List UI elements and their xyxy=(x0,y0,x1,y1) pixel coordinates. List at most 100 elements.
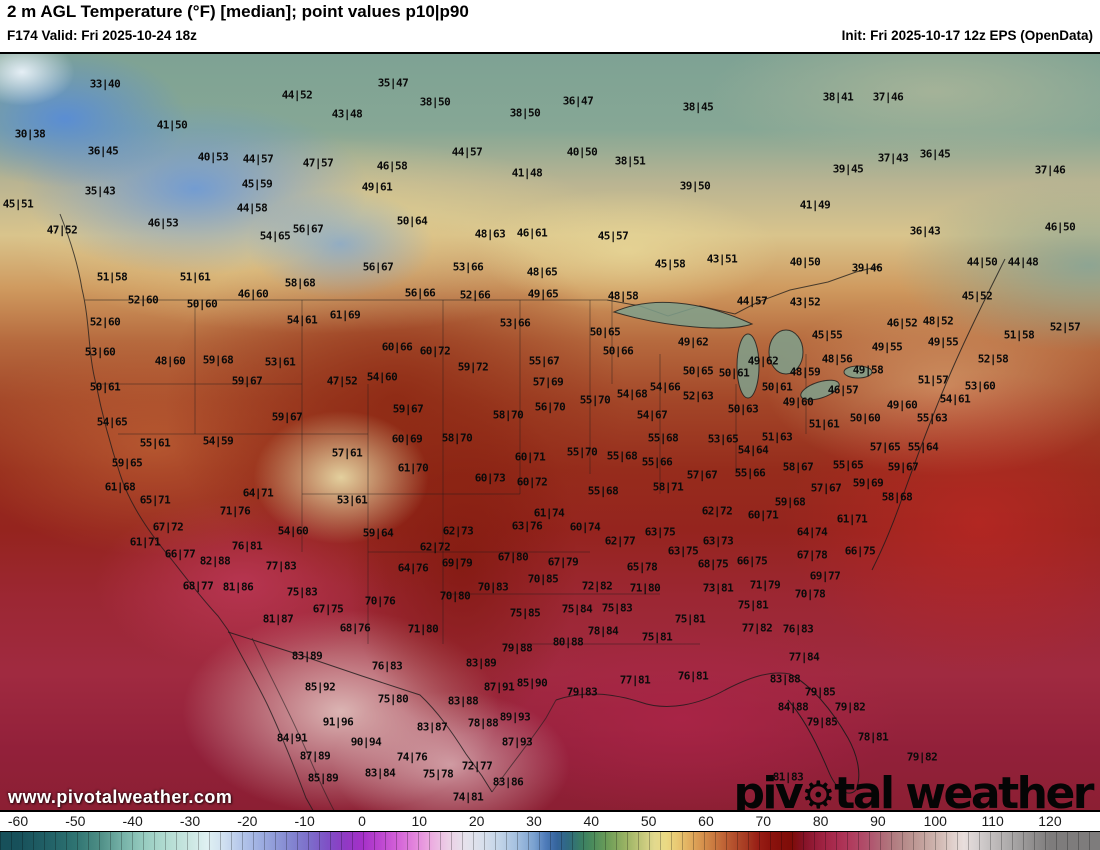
station-value-label: 77|84 xyxy=(788,650,820,664)
station-value-label: 44|50 xyxy=(966,255,998,269)
station-value-label: 54|65 xyxy=(96,415,128,429)
station-value-label: 83|88 xyxy=(447,694,479,708)
station-value-label: 55|64 xyxy=(907,440,939,454)
station-value-label: 74|81 xyxy=(452,790,484,804)
station-value-label: 75|84 xyxy=(561,602,593,616)
station-value-label: 61|69 xyxy=(329,308,361,322)
colorbar-tick-10: 10 xyxy=(411,813,428,829)
station-value-label: 45|52 xyxy=(961,289,993,303)
station-value-label: 48|52 xyxy=(922,314,954,328)
colorbar-tick-0: 0 xyxy=(358,813,366,829)
station-value-label: 84|88 xyxy=(777,700,809,714)
station-value-label: 64|71 xyxy=(242,486,274,500)
station-value-label: 38|45 xyxy=(682,100,714,114)
station-value-label: 77|81 xyxy=(619,673,651,687)
station-value-label: 77|83 xyxy=(265,559,297,573)
station-value-label: 52|63 xyxy=(682,389,714,403)
station-value-label: 51|63 xyxy=(761,430,793,444)
logo-text-piv: piv xyxy=(733,768,803,812)
station-value-label: 47|52 xyxy=(46,223,78,237)
station-value-label: 38|50 xyxy=(419,95,451,109)
station-value-label: 40|50 xyxy=(789,255,821,269)
station-value-label: 60|73 xyxy=(474,471,506,485)
station-value-label: 57|67 xyxy=(686,468,718,482)
station-value-label: 81|86 xyxy=(222,580,254,594)
station-value-label: 71|80 xyxy=(629,581,661,595)
station-value-label: 60|74 xyxy=(569,520,601,534)
colorbar-tick-60: 60 xyxy=(698,813,714,829)
colorbar-tick--60: -60 xyxy=(7,813,29,829)
station-value-label: 49|65 xyxy=(527,287,559,301)
station-value-label: 59|69 xyxy=(852,476,884,490)
station-value-label: 87|91 xyxy=(483,680,515,694)
station-value-label: 79|85 xyxy=(804,685,836,699)
station-value-label: 54|60 xyxy=(366,370,398,384)
colorbar-tick--30: -30 xyxy=(179,813,201,829)
station-value-label: 46|60 xyxy=(237,287,269,301)
station-value-label: 51|57 xyxy=(917,373,949,387)
station-value-label: 50|61 xyxy=(761,380,793,394)
station-value-label: 62|72 xyxy=(419,540,451,554)
station-value-label: 63|73 xyxy=(702,534,734,548)
station-value-label: 49|62 xyxy=(677,335,709,349)
station-value-label: 46|57 xyxy=(827,383,859,397)
station-value-label: 75|83 xyxy=(601,601,633,615)
colorbar-tick--40: -40 xyxy=(122,813,143,829)
station-value-label: 46|58 xyxy=(376,159,408,173)
station-value-label: 83|89 xyxy=(291,649,323,663)
station-value-label: 54|60 xyxy=(277,524,309,538)
station-value-label: 49|55 xyxy=(871,340,903,354)
station-value-label: 83|87 xyxy=(416,720,448,734)
station-value-label: 59|64 xyxy=(362,526,394,540)
station-value-label: 55|67 xyxy=(528,354,560,368)
station-value-label: 56|67 xyxy=(292,222,324,236)
station-value-label: 62|77 xyxy=(604,534,636,548)
map-header: 2 m AGL Temperature (°F) [median]; point… xyxy=(0,0,1100,52)
station-value-label: 71|76 xyxy=(219,504,251,518)
station-value-label: 85|89 xyxy=(307,771,339,785)
valid-time-text: F174 Valid: Fri 2025-10-24 18z xyxy=(7,28,197,43)
station-value-label: 48|56 xyxy=(821,352,853,366)
station-value-label: 53|66 xyxy=(499,316,531,330)
station-value-label: 78|88 xyxy=(467,716,499,730)
station-value-label: 59|67 xyxy=(392,402,424,416)
station-value-label: 58|68 xyxy=(881,490,913,504)
station-value-label: 53|65 xyxy=(707,432,739,446)
station-value-label: 83|88 xyxy=(769,672,801,686)
station-value-label: 68|77 xyxy=(182,579,214,593)
station-value-label: 36|45 xyxy=(87,144,119,158)
station-value-label: 76|81 xyxy=(231,539,263,553)
station-value-label: 46|61 xyxy=(516,226,548,240)
station-value-label: 37|46 xyxy=(1034,163,1066,177)
station-value-label: 50|61 xyxy=(89,380,121,394)
station-value-label: 85|90 xyxy=(516,676,548,690)
colorbar-tick-40: 40 xyxy=(583,813,600,829)
station-value-label: 54|59 xyxy=(202,434,234,448)
station-value-label: 62|73 xyxy=(442,524,474,538)
station-value-label: 71|79 xyxy=(749,578,781,592)
station-value-label: 41|50 xyxy=(156,118,188,132)
map-title: 2 m AGL Temperature (°F) [median]; point… xyxy=(7,2,469,21)
station-value-label: 59|65 xyxy=(111,456,143,470)
station-value-label: 60|71 xyxy=(514,450,546,464)
colorbar-tick-100: 100 xyxy=(923,813,947,829)
station-value-label: 90|94 xyxy=(350,735,382,749)
station-value-label: 60|72 xyxy=(419,344,451,358)
colorbar-tick-80: 80 xyxy=(812,813,829,829)
colorbar xyxy=(0,831,1100,850)
station-value-label: 78|81 xyxy=(857,730,889,744)
station-value-label: 81|83 xyxy=(772,770,804,784)
station-value-label: 49|55 xyxy=(927,335,959,349)
station-value-label: 53|61 xyxy=(336,493,368,507)
station-value-label: 59|67 xyxy=(231,374,263,388)
station-value-label: 76|83 xyxy=(782,622,814,636)
station-value-label: 66|75 xyxy=(844,544,876,558)
station-value-label: 43|52 xyxy=(789,295,821,309)
station-value-label: 58|68 xyxy=(284,276,316,290)
station-value-label: 55|66 xyxy=(734,466,766,480)
station-value-label: 57|67 xyxy=(810,481,842,495)
colorbar-tick-50: 50 xyxy=(640,813,657,829)
station-value-label: 38|50 xyxy=(509,106,541,120)
station-value-label: 33|40 xyxy=(89,77,121,91)
station-value-label: 61|68 xyxy=(104,480,136,494)
